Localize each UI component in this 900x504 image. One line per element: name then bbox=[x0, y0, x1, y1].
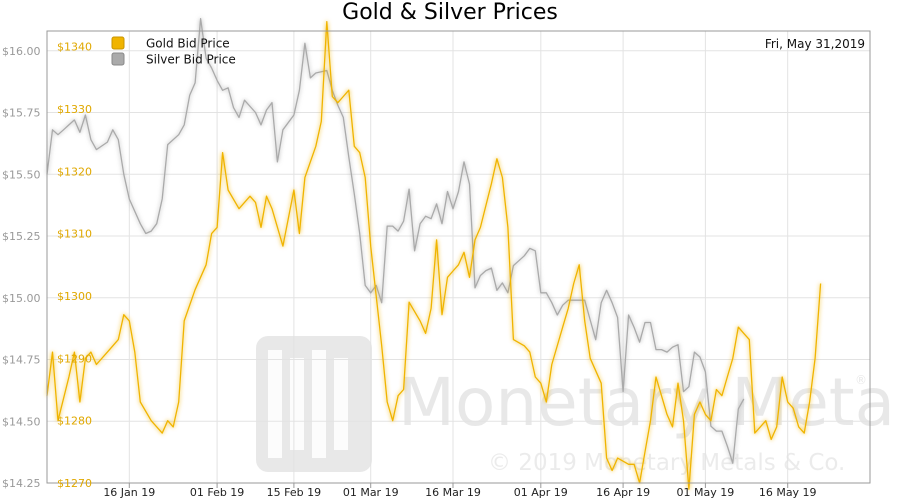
y-tick-label-gold: $1270 bbox=[57, 477, 92, 490]
watermark-registered: ® bbox=[855, 373, 867, 387]
y-axis-gold: $1270 $1280 $1290 $1300 $1310 $1320 $1330 $1340 bbox=[57, 41, 92, 490]
y-tick-label-silver: $14.25 bbox=[2, 477, 41, 490]
legend-swatch-gold bbox=[111, 36, 125, 50]
y-tick-label-silver: $15.75 bbox=[2, 107, 41, 120]
x-axis: 16 Jan 19 01 Feb 19 15 Feb 19 01 Mar 19 16 M… bbox=[103, 483, 817, 499]
x-tick-label: 16 Jan 19 bbox=[103, 486, 155, 499]
x-tick-label: 16 Apr 19 bbox=[596, 486, 650, 499]
x-tick-label: 01 Apr 19 bbox=[514, 486, 568, 499]
y-tick-label-silver: $15.00 bbox=[2, 292, 41, 305]
y-tick-label-gold: $1320 bbox=[57, 165, 92, 178]
y-axis-silver: $14.25 $14.50 $14.75 $15.00 $15.25 $15.50 $15.… bbox=[2, 45, 41, 490]
y-tick-label-gold: $1290 bbox=[57, 352, 92, 365]
legend-item-silver[interactable]: Silver Bid Price bbox=[111, 52, 236, 67]
x-tick-label: 01 Feb 19 bbox=[190, 486, 244, 499]
y-tick-label-silver: $16.00 bbox=[2, 45, 41, 58]
x-tick-label: 16 May 19 bbox=[759, 486, 817, 499]
y-tick-label-gold: $1310 bbox=[57, 228, 92, 241]
y-tick-label-silver: $15.50 bbox=[2, 168, 41, 181]
x-tick-label: 15 Feb 19 bbox=[267, 486, 321, 499]
y-tick-label-silver: $14.75 bbox=[2, 354, 41, 367]
gold-price-line bbox=[46, 20, 822, 490]
series-layer bbox=[46, 18, 822, 490]
date-label: Fri, May 31,2019 bbox=[765, 37, 865, 51]
x-tick-label: 01 Mar 19 bbox=[343, 486, 399, 499]
legend[interactable]: Gold Bid Price Silver Bid Price bbox=[111, 36, 236, 67]
watermark-copyright: © 2019 Monetary Metals & Co. bbox=[488, 450, 845, 476]
y-tick-label-gold: $1340 bbox=[57, 41, 92, 54]
legend-label-silver: Silver Bid Price bbox=[146, 53, 236, 67]
chart-title: Gold & Silver Prices bbox=[342, 0, 558, 25]
y-tick-label-silver: $14.50 bbox=[2, 415, 41, 428]
y-tick-label-gold: $1300 bbox=[57, 290, 92, 303]
x-tick-label: 01 May 19 bbox=[677, 486, 735, 499]
silver-price-line bbox=[46, 18, 745, 464]
legend-label-gold: Gold Bid Price bbox=[146, 37, 230, 51]
plot-frame bbox=[46, 30, 871, 484]
y-tick-label-gold: $1330 bbox=[57, 103, 92, 116]
legend-swatch-silver bbox=[111, 52, 125, 66]
brand-logo-icon bbox=[256, 336, 372, 472]
x-tick-label: 16 Mar 19 bbox=[425, 486, 481, 499]
y-tick-label-gold: $1280 bbox=[57, 415, 92, 428]
y-tick-label-silver: $15.25 bbox=[2, 230, 41, 243]
watermark: Monetary Metals ® © 2019 Monetary Metals… bbox=[256, 336, 900, 476]
legend-item-gold[interactable]: Gold Bid Price bbox=[111, 36, 230, 51]
